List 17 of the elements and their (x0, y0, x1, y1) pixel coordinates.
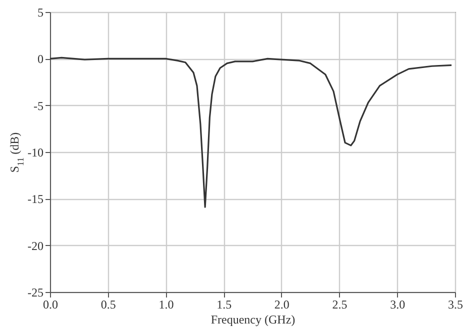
line-series (49, 56, 452, 208)
x-tick-label: 0.0 (43, 298, 58, 312)
y-tick-label: -5 (34, 98, 44, 113)
x-tick-label: 2.0 (274, 298, 290, 312)
x-tick-label: 3.0 (390, 298, 406, 312)
x-tick-label: 0.5 (100, 298, 116, 312)
x-axis-title: Frequency (GHz) (210, 312, 296, 326)
y-tick-label: 5 (38, 6, 44, 20)
x-tick-label: 1.5 (216, 298, 232, 312)
y-tick-label: -25 (28, 286, 44, 300)
x-tick-label: 2.5 (332, 298, 348, 312)
x-tick-label: 3.5 (448, 298, 463, 312)
y-tick-label: -20 (28, 238, 44, 253)
y-tick-label: -15 (28, 192, 44, 206)
x-tick-label: 1.0 (158, 298, 174, 312)
y-tick-label: 0 (38, 52, 44, 66)
y-tick-label: -10 (28, 146, 44, 160)
